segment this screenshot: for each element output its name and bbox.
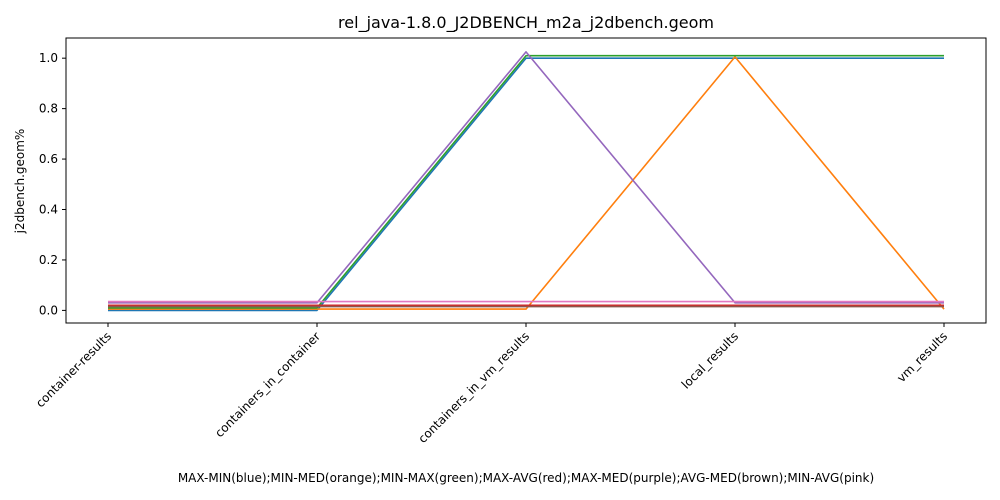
y-tick-label: 0.4: [39, 203, 58, 217]
y-axis: 0.0 0.2 0.4 0.6 0.8 1.0: [39, 51, 66, 317]
series-line-0: [108, 57, 944, 312]
x-axis-label: MAX-MIN(blue);MIN-MED(orange);MIN-MAX(gr…: [178, 471, 874, 485]
y-axis-label: j2dbench.geom%: [13, 129, 27, 235]
series-layer: [108, 51, 945, 312]
series-line-4: [108, 51, 944, 304]
plot-area: [65, 37, 987, 324]
y-tick-label: 0.0: [39, 303, 58, 317]
chart-title: rel_java-1.8.0_J2DBENCH_m2a_j2dbench.geo…: [338, 13, 714, 33]
y-tick-label: 0.6: [39, 152, 58, 166]
plot-background: [66, 38, 986, 323]
y-tick-label: 0.8: [39, 102, 58, 116]
series-line-2: [108, 54, 944, 309]
y-tick-label: 1.0: [39, 51, 58, 65]
series-line-1: [108, 56, 945, 310]
y-tick-label: 0.2: [39, 253, 58, 267]
